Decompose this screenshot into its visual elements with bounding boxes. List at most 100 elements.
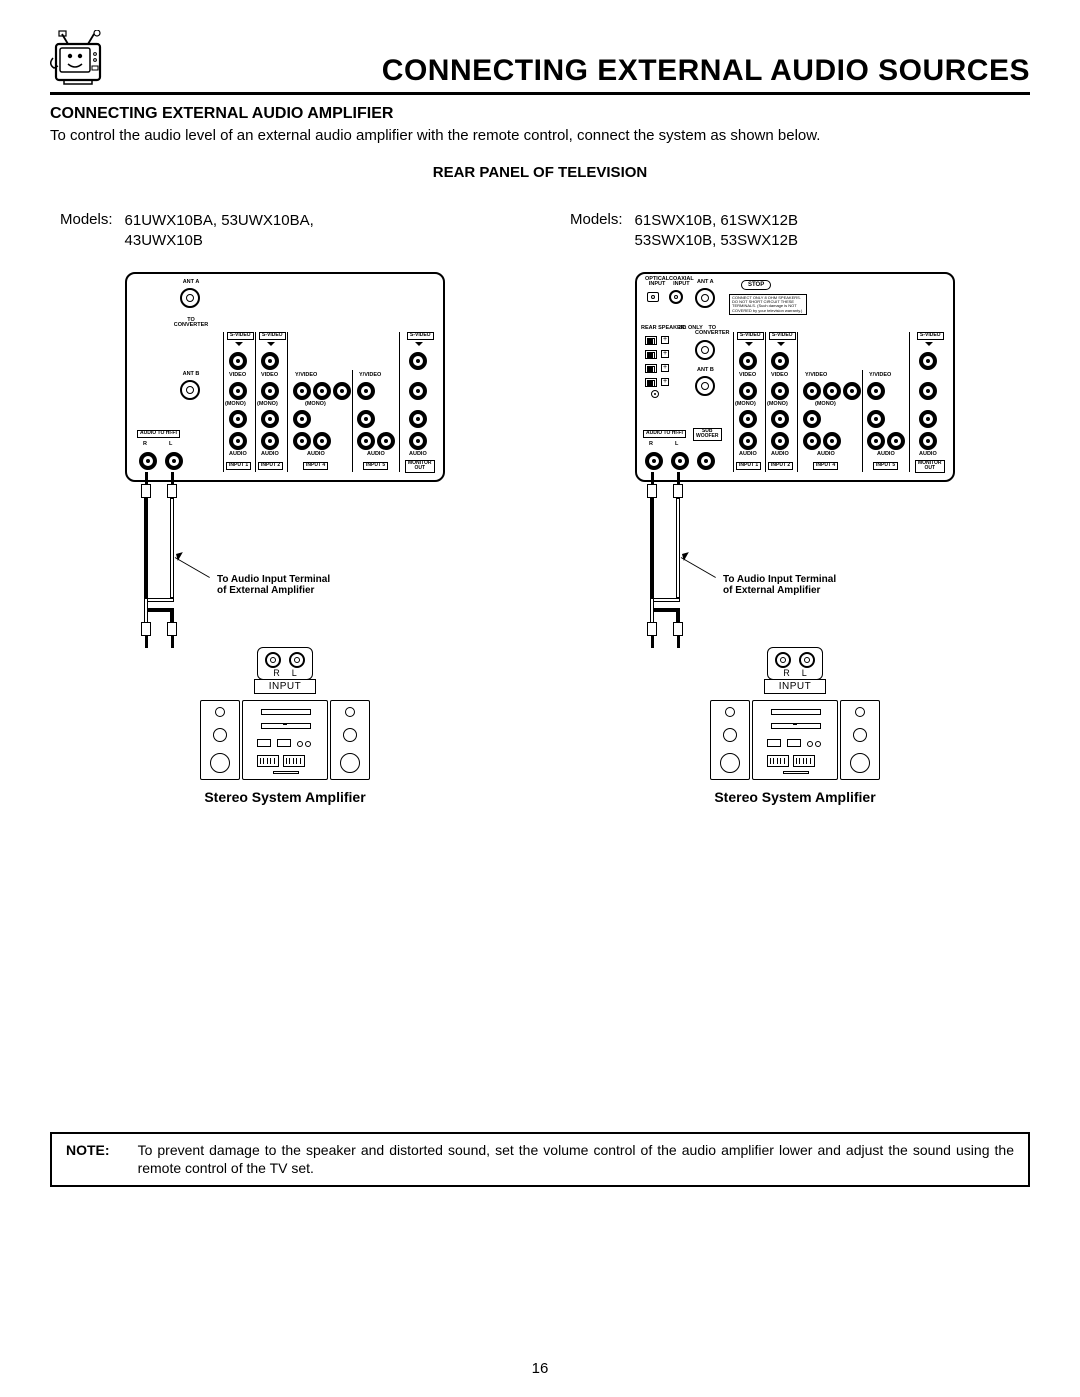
jack-hifi-l xyxy=(165,452,183,470)
arrow-line xyxy=(175,557,210,578)
models-list: 61SWX10B, 61SWX12B53SWX10B, 53SWX12B xyxy=(635,211,798,252)
jack xyxy=(739,410,757,428)
jack xyxy=(739,352,757,370)
speaker-icon xyxy=(200,700,240,780)
stereo-amplifier-icon xyxy=(710,698,880,783)
rear-panel-right: OPTICAL INPUT COAXIAL INPUT ANT A STOP C… xyxy=(635,272,955,482)
jack-ant-b xyxy=(695,376,715,396)
label-audio: AUDIO xyxy=(877,452,895,458)
jack-conv xyxy=(695,340,715,360)
divider xyxy=(223,332,224,472)
jack-a2l xyxy=(261,410,279,428)
label-yvideo: Y/VIDEO xyxy=(805,373,827,379)
label-ant-b: ANT B xyxy=(179,372,203,378)
divider xyxy=(399,332,400,472)
label-input4: INPUT 4 xyxy=(303,462,328,470)
jack xyxy=(919,352,937,370)
label-r: R xyxy=(783,668,790,678)
label-audio: AUDIO xyxy=(919,452,937,458)
jack xyxy=(803,382,821,400)
label-l: L xyxy=(675,442,678,448)
label-mono: (MONO) xyxy=(767,402,788,408)
section-title: CONNECTING EXTERNAL AUDIO AMPLIFIER xyxy=(50,105,1030,123)
jack xyxy=(803,432,821,450)
jack xyxy=(771,432,789,450)
label-audio-mo: AUDIO xyxy=(409,452,427,458)
jack xyxy=(919,382,937,400)
rca-plug-icon xyxy=(167,472,177,498)
jack-icon xyxy=(775,652,791,668)
models-label: Models: xyxy=(570,211,623,252)
label-ant-a: ANT A xyxy=(179,280,203,286)
stop-label: STOP xyxy=(741,280,771,290)
jack xyxy=(919,432,937,450)
divider xyxy=(352,370,353,472)
label-input2: INPUT 2 xyxy=(768,462,793,470)
tri-icon xyxy=(267,342,275,350)
jack-a1l xyxy=(229,410,247,428)
label-l: L xyxy=(169,442,172,448)
jack xyxy=(313,382,331,400)
jack xyxy=(867,382,885,400)
label-mono1: (MONO) xyxy=(225,402,246,408)
tri-icon xyxy=(777,342,785,350)
cables-right: To Audio Input Terminalof External Ampli… xyxy=(635,482,955,647)
receiver-icon xyxy=(242,700,328,780)
speaker-icon xyxy=(710,700,750,780)
plus-terminal-icon xyxy=(661,364,669,372)
jack-a2r xyxy=(261,432,279,450)
label-svideo2: S-VIDEO xyxy=(259,332,286,340)
divider xyxy=(862,370,863,472)
note-box: NOTE: To prevent damage to the speaker a… xyxy=(50,1132,1030,1187)
label-input: INPUT xyxy=(254,679,317,694)
label-r: R xyxy=(143,442,147,448)
rca-plug-icon xyxy=(167,622,177,648)
label-audio: AUDIO xyxy=(739,452,757,458)
amp-caption-right: Stereo System Amplifier xyxy=(714,789,875,805)
jack xyxy=(333,382,351,400)
label-svideo2: S-VIDEO xyxy=(769,332,796,340)
page-title: CONNECTING EXTERNAL AUDIO SOURCES xyxy=(116,54,1030,88)
divider xyxy=(287,332,288,472)
divider xyxy=(733,332,734,472)
models-list: 61UWX10BA, 53UWX10BA,43UWX10B xyxy=(125,211,314,252)
page-number: 16 xyxy=(0,1360,1080,1377)
jack xyxy=(867,410,885,428)
jack-ant-b xyxy=(180,380,200,400)
divider xyxy=(909,332,910,472)
page-header: CONNECTING EXTERNAL AUDIO SOURCES xyxy=(50,30,1030,95)
label-svideo1: S-VIDEO xyxy=(227,332,254,340)
speaker-terminal-icon xyxy=(645,350,657,359)
jack xyxy=(357,382,375,400)
intro-text: To control the audio level of an externa… xyxy=(50,127,1030,144)
jack-v1 xyxy=(229,382,247,400)
label-video1: VIDEO xyxy=(229,373,246,379)
label-input1: INPUT 1 xyxy=(226,462,251,470)
label-coax: COAXIAL INPUT xyxy=(669,277,694,289)
tv-mascot-icon xyxy=(50,30,106,86)
jack-subwoofer xyxy=(697,452,715,470)
note-text: To prevent damage to the speaker and dis… xyxy=(138,1142,1014,1177)
cables-left: To Audio Input Terminalof External Ampli… xyxy=(125,482,445,647)
amp-block-right: RL INPUT xyxy=(710,647,880,805)
jack-icon xyxy=(799,652,815,668)
amp-input-jacks: RL xyxy=(257,647,313,680)
jack xyxy=(843,382,861,400)
jack xyxy=(409,432,427,450)
tri-icon xyxy=(235,342,243,350)
speaker-terminal-icon xyxy=(645,378,657,387)
label-audio: AUDIO xyxy=(817,452,835,458)
label-input1: INPUT 1 xyxy=(736,462,761,470)
jack xyxy=(771,410,789,428)
label-audio: AUDIO xyxy=(771,452,789,458)
label-monitor-out: MONITOR OUT xyxy=(405,460,435,473)
tri-icon xyxy=(415,342,423,350)
label-optical: OPTICAL INPUT xyxy=(645,277,669,289)
optical-jack-icon xyxy=(647,292,659,302)
models-label: Models: xyxy=(60,211,113,252)
jack-icon xyxy=(289,652,305,668)
label-video: VIDEO xyxy=(739,373,756,379)
label-to-converter: TO CONVERTER xyxy=(172,318,210,330)
jack-ant-a xyxy=(695,288,715,308)
label-ant-a: ANT A xyxy=(697,280,714,286)
